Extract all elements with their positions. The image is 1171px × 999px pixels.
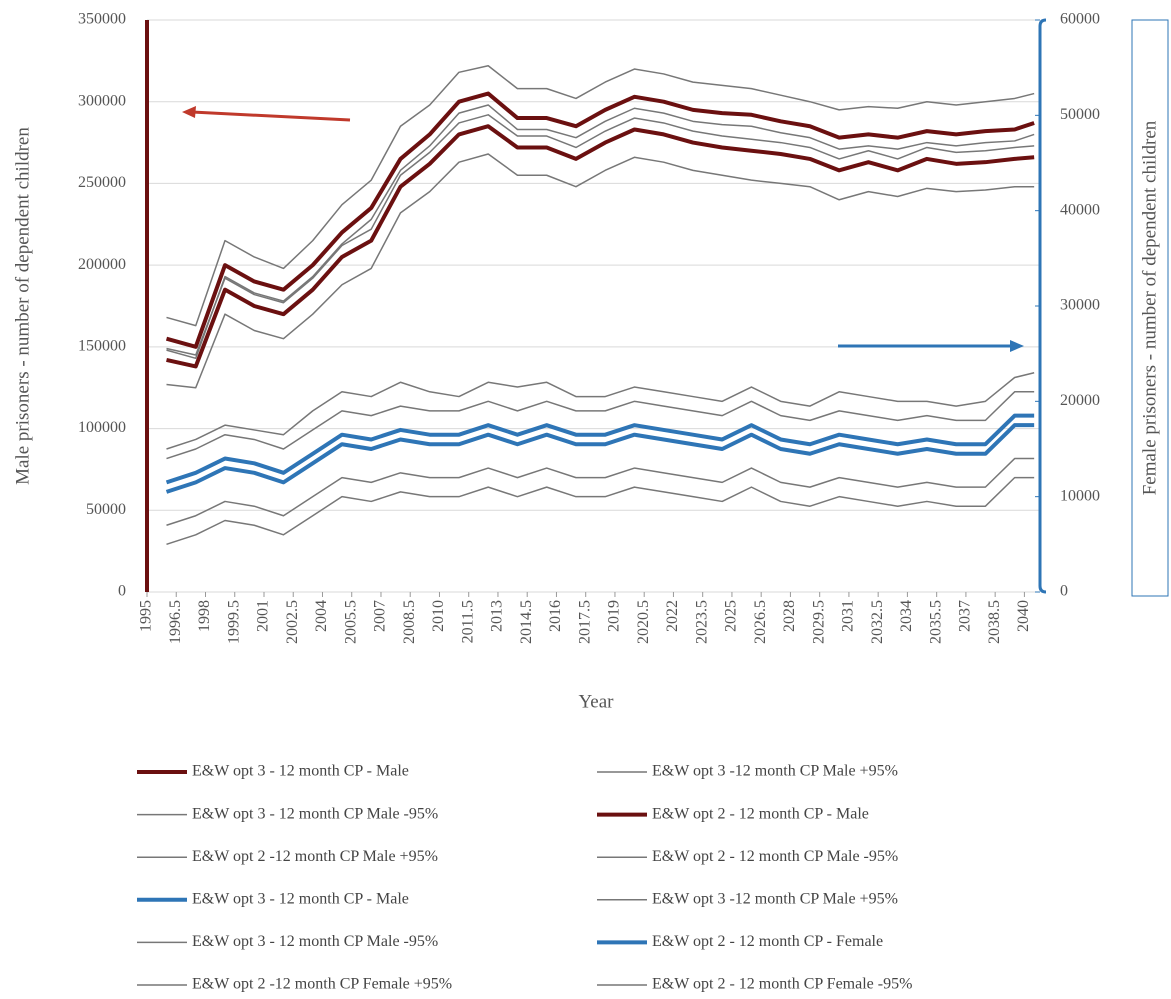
series-line [166, 114, 1035, 356]
y-tick-label: 150000 [78, 338, 126, 355]
x-tick-label: 2019 [606, 600, 623, 632]
y-tick-label: 300000 [78, 92, 126, 109]
legend-label: E&W opt 2 - 12 month CP Female -95% [652, 976, 912, 993]
series-line [166, 372, 1035, 450]
series-line [165, 423, 1035, 494]
x-tick-label: 2010 [430, 600, 447, 632]
x-tick-label: 2008.5 [401, 600, 418, 644]
y2-tick-label: 30000 [1060, 297, 1100, 314]
legend-label: E&W opt 2 - 12 month CP Male -95% [652, 848, 898, 865]
y-axis-title: Male prisoners - number of dependent chi… [12, 127, 33, 485]
arrow-left [191, 110, 351, 122]
legend-label: E&W opt 3 -12 month CP Male +95% [652, 763, 898, 780]
legend-label: E&W opt 3 - 12 month CP - Male [192, 890, 409, 907]
y2-tick-label: 10000 [1060, 487, 1100, 504]
x-tick-label: 2037 [957, 600, 974, 632]
x-tick-label: 2028 [781, 600, 798, 632]
x-tick-label: 2025 [723, 600, 740, 632]
x-tick-label: 2035.5 [927, 600, 944, 644]
y2-tick-label: 60000 [1060, 11, 1100, 28]
x-tick-label: 2038.5 [986, 600, 1003, 644]
series-line [165, 91, 1035, 349]
legend-label: E&W opt 2 -12 month CP Female +95% [192, 976, 452, 993]
y-tick-label: 100000 [78, 419, 126, 436]
y2-title-box [1131, 19, 1169, 597]
x-tick-label: 2022 [664, 600, 681, 632]
y2-tick-label: 50000 [1060, 106, 1100, 123]
x-tick-label: 2001 [255, 600, 272, 632]
x-tick-label: 2011.5 [459, 600, 476, 643]
series-line [166, 476, 1035, 546]
series-line [166, 65, 1035, 327]
x-tick-label: 2005.5 [342, 600, 359, 644]
y-tick-label: 50000 [86, 501, 126, 518]
x-tick-label: 2007 [372, 600, 389, 632]
series-line [166, 124, 1035, 369]
y2-tick-label: 40000 [1060, 201, 1100, 218]
y2-axis-title: Female prisoners - number of dependent c… [1139, 120, 1160, 495]
legend-label: E&W opt 3 - 12 month CP - Male [192, 763, 409, 780]
y-tick-label: 200000 [78, 256, 126, 273]
x-tick-label: 2017.5 [576, 600, 593, 644]
x-tick-label: 2026.5 [752, 600, 769, 644]
plot-area: 0500001000001500002000002500003000003500… [78, 11, 1100, 644]
series-line [166, 104, 1035, 360]
x-tick-label: 2020.5 [635, 600, 652, 644]
x-tick-label: 1996.5 [167, 600, 184, 644]
x-tick-label: 2040 [1015, 600, 1032, 632]
x-tick-label: 2002.5 [284, 600, 301, 644]
y2-axis-line [1038, 18, 1047, 594]
x-tick-label: 1999.5 [225, 600, 242, 644]
legend-label: E&W opt 3 - 12 month CP Male -95% [192, 805, 438, 822]
series-line [166, 153, 1035, 389]
x-tick-label: 2023.5 [693, 600, 710, 644]
series-line [166, 391, 1035, 460]
arrow-right-head [1010, 340, 1024, 352]
y2-tick-label: 0 [1060, 583, 1068, 600]
x-tick-label: 2016 [547, 600, 564, 632]
x-tick-label: 2034 [898, 600, 915, 632]
y-tick-label: 0 [118, 583, 126, 600]
x-tick-label: 2029.5 [810, 600, 827, 644]
x-tick-label: 2014.5 [518, 600, 535, 644]
series-line [166, 457, 1035, 526]
legend-label: E&W opt 2 -12 month CP Male +95% [192, 848, 438, 865]
x-tick-label: 1995 [138, 600, 155, 632]
x-tick-label: 2032.5 [869, 600, 886, 644]
series-line [165, 413, 1035, 485]
legend: E&W opt 3 - 12 month CP - Male E&W opt 3 … [137, 763, 912, 993]
arrow-left-head [182, 106, 196, 118]
x-tick-label: 2031 [840, 600, 857, 632]
x-axis-title: Year [578, 691, 614, 712]
x-tick-label: 2013 [489, 600, 506, 632]
legend-label: E&W opt 2 - 12 month CP - Male [652, 805, 869, 822]
y2-tick-label: 20000 [1060, 392, 1100, 409]
x-tick-label: 2004 [313, 600, 330, 632]
y-tick-label: 250000 [78, 174, 126, 191]
legend-label: E&W opt 3 -12 month CP Male +95% [652, 890, 898, 907]
legend-label: E&W opt 3 - 12 month CP Male -95% [192, 933, 438, 950]
legend-label: E&W opt 2 - 12 month CP - Female [652, 933, 883, 950]
y-tick-label: 350000 [78, 11, 126, 28]
x-tick-label: 1998 [196, 600, 213, 632]
